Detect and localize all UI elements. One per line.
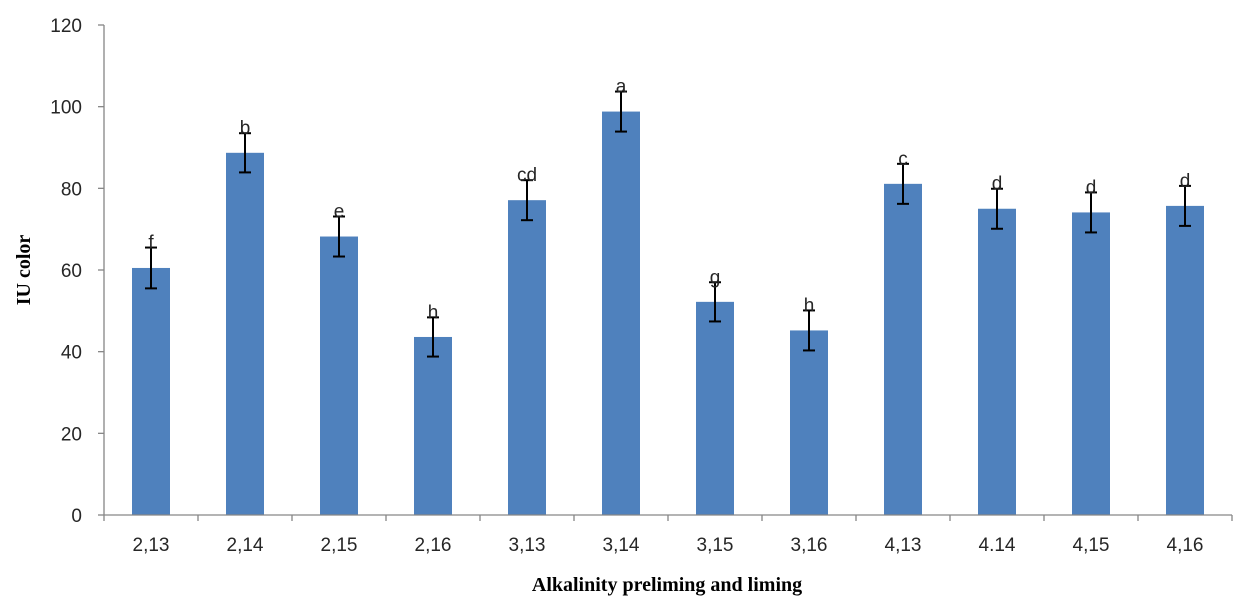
error-bar	[803, 309, 815, 352]
data-label: d	[1180, 171, 1191, 192]
y-tick-label: 100	[50, 98, 82, 119]
data-label: h	[804, 295, 815, 316]
bar	[1072, 212, 1110, 516]
y-tick-label: 120	[50, 16, 82, 37]
error-bar	[615, 90, 627, 133]
bar	[226, 152, 264, 515]
x-tick-label: 2,14	[227, 535, 264, 556]
data-label: h	[428, 302, 439, 323]
x-tick-label: 2,16	[415, 535, 452, 556]
data-label: b	[240, 118, 251, 139]
y-axis-ticks: 0 20 40 60 80 100 120	[50, 16, 104, 527]
data-label: d	[992, 174, 1003, 195]
y-tick-label: 60	[61, 261, 82, 282]
x-tick-label: 4.14	[979, 535, 1016, 556]
bar	[414, 336, 452, 515]
y-tick-label: 0	[71, 506, 82, 527]
bar	[696, 301, 734, 515]
y-axis-title: IU color	[13, 235, 35, 306]
bar	[320, 236, 358, 515]
bars-group	[132, 111, 1204, 516]
y-tick-label: 80	[61, 179, 82, 200]
error-bar	[427, 316, 439, 358]
error-bar	[1085, 191, 1097, 234]
bar	[978, 208, 1016, 515]
error-bar	[145, 246, 157, 290]
error-bar	[521, 179, 533, 222]
error-bar	[333, 215, 345, 258]
x-tick-label: 4,13	[885, 535, 922, 556]
x-tick-label: 3,15	[697, 535, 734, 556]
x-tick-label: 2,13	[133, 535, 170, 556]
bar	[1166, 205, 1204, 515]
error-bar	[991, 187, 1003, 230]
bar	[508, 200, 546, 516]
error-bar	[709, 281, 721, 323]
bar	[884, 183, 922, 515]
x-tick-label: 4,16	[1167, 535, 1204, 556]
error-bar	[239, 132, 251, 174]
data-label: e	[334, 202, 345, 223]
data-label: a	[616, 77, 627, 98]
bar	[132, 267, 170, 515]
x-tick-label: 3,13	[509, 535, 546, 556]
error-bar	[1179, 184, 1191, 227]
bar	[790, 330, 828, 515]
error-bar	[897, 162, 909, 205]
x-tick-label: 3,16	[791, 535, 828, 556]
bar	[602, 111, 640, 516]
data-label: cd	[517, 165, 537, 186]
x-axis-title: Alkalinity preliming and liming	[532, 574, 802, 596]
error-bars-group	[145, 90, 1191, 358]
x-axis-ticks: 2,13 2,14 2,15 2,16 3,13 3,14 3,15 3,16 4,13 4.14…	[103, 515, 1233, 556]
data-label: g	[710, 267, 721, 288]
x-tick-label: 3,14	[603, 535, 640, 556]
y-tick-label: 20	[61, 424, 82, 445]
x-tick-label: 2,15	[321, 535, 358, 556]
data-label: d	[1086, 177, 1097, 198]
x-tick-label: 4,15	[1073, 535, 1110, 556]
data-label: c	[898, 149, 908, 170]
data-label: f	[148, 233, 154, 254]
y-tick-label: 40	[61, 343, 82, 364]
